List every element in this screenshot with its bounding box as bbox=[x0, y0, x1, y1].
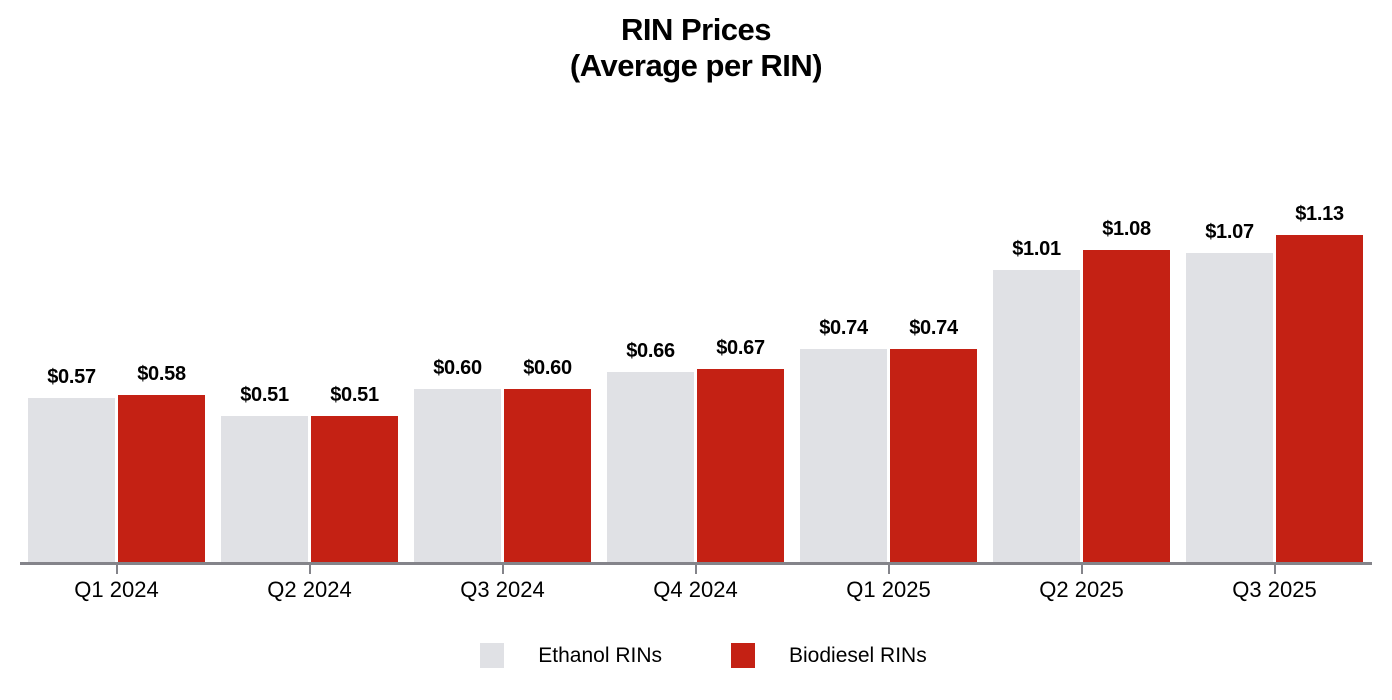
bar-value-label-ethanol-rins-q3-2024: $0.60 bbox=[433, 357, 482, 379]
bar-value-label-biodiesel-rins-q2-2024: $0.51 bbox=[330, 384, 379, 406]
x-axis-label-q2-2025: Q2 2025 bbox=[1039, 577, 1124, 602]
chart-title: RIN Prices (Average per RIN) bbox=[0, 12, 1392, 84]
x-axis-line bbox=[20, 562, 1372, 565]
bar-biodiesel-rins-q3-2024 bbox=[504, 389, 591, 564]
bar-ethanol-rins-q2-2025 bbox=[993, 270, 1080, 564]
bar-value-label-biodiesel-rins-q1-2025: $0.74 bbox=[909, 317, 958, 339]
bar-biodiesel-rins-q3-2025 bbox=[1276, 235, 1363, 564]
legend-label-biodiesel-rins: Biodiesel RINs bbox=[789, 644, 927, 667]
bar-biodiesel-rins-q4-2024 bbox=[697, 369, 784, 564]
bar-value-label-biodiesel-rins-q3-2024: $0.60 bbox=[523, 357, 572, 379]
bar-ethanol-rins-q3-2025 bbox=[1186, 253, 1273, 564]
legend-swatch-ethanol-rins bbox=[480, 643, 505, 668]
bar-ethanol-rins-q3-2024 bbox=[414, 389, 501, 564]
x-axis-tick-q3-2024 bbox=[501, 565, 504, 574]
bar-value-label-biodiesel-rins-q2-2025: $1.08 bbox=[1102, 218, 1151, 240]
legend-item-biodiesel-rins: Biodiesel RINs bbox=[731, 643, 927, 668]
legend-item-ethanol-rins: Ethanol RINs bbox=[480, 643, 662, 668]
bar-biodiesel-rins-q2-2025 bbox=[1083, 250, 1170, 564]
x-axis-label-q3-2024: Q3 2024 bbox=[460, 577, 545, 602]
bar-value-label-biodiesel-rins-q3-2025: $1.13 bbox=[1295, 203, 1344, 225]
x-axis-tick-q1-2024 bbox=[115, 565, 118, 574]
bar-value-label-ethanol-rins-q1-2024: $0.57 bbox=[47, 366, 96, 388]
bar-biodiesel-rins-q2-2024 bbox=[311, 416, 398, 564]
bar-ethanol-rins-q2-2024 bbox=[221, 416, 308, 564]
x-axis-tick-q1-2025 bbox=[887, 565, 890, 574]
bar-biodiesel-rins-q1-2024 bbox=[118, 395, 205, 564]
bar-ethanol-rins-q1-2024 bbox=[28, 398, 115, 564]
legend: Ethanol RINs Biodiesel RINs bbox=[0, 643, 1392, 668]
x-axis-label-q3-2025: Q3 2025 bbox=[1232, 577, 1317, 602]
bar-value-label-ethanol-rins-q4-2024: $0.66 bbox=[626, 340, 675, 362]
legend-swatch-biodiesel-rins bbox=[731, 643, 755, 668]
chart-title-line-2: (Average per RIN) bbox=[569, 48, 823, 83]
legend-label-ethanol-rins: Ethanol RINs bbox=[538, 644, 662, 667]
bar-value-label-ethanol-rins-q3-2025: $1.07 bbox=[1205, 221, 1254, 243]
x-axis-tick-q2-2024 bbox=[308, 565, 311, 574]
x-axis-label-q1-2024: Q1 2024 bbox=[74, 577, 159, 602]
bar-value-label-biodiesel-rins-q4-2024: $0.67 bbox=[716, 337, 765, 359]
x-axis-label-q4-2024: Q4 2024 bbox=[653, 577, 738, 602]
x-axis-label-q1-2025: Q1 2025 bbox=[846, 577, 931, 602]
bar-value-label-ethanol-rins-q2-2024: $0.51 bbox=[240, 384, 289, 406]
bar-ethanol-rins-q1-2025 bbox=[800, 349, 887, 564]
chart-title-line-1: RIN Prices bbox=[620, 12, 772, 47]
bar-value-label-ethanol-rins-q2-2025: $1.01 bbox=[1012, 238, 1061, 260]
bar-value-label-biodiesel-rins-q1-2024: $0.58 bbox=[137, 363, 186, 385]
x-axis-tick-q2-2025 bbox=[1080, 565, 1083, 574]
bar-ethanol-rins-q4-2024 bbox=[607, 372, 694, 564]
x-axis-tick-q3-2025 bbox=[1273, 565, 1276, 574]
x-axis-tick-q4-2024 bbox=[694, 565, 697, 574]
bar-biodiesel-rins-q1-2025 bbox=[890, 349, 977, 564]
bar-value-label-ethanol-rins-q1-2025: $0.74 bbox=[819, 317, 868, 339]
x-axis-label-q2-2024: Q2 2024 bbox=[267, 577, 352, 602]
